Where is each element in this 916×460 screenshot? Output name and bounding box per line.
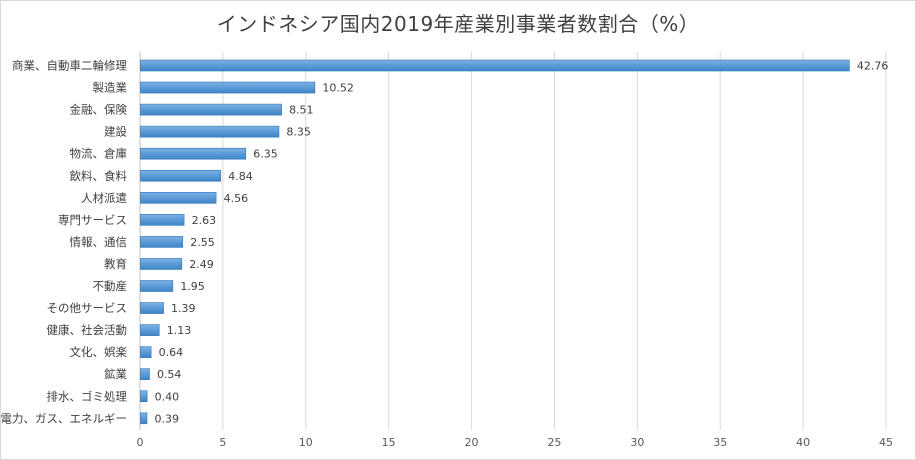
category-label: 飲料、食料	[70, 169, 128, 183]
bar	[140, 147, 247, 160]
data-label: 0.40	[155, 390, 180, 403]
bar	[140, 390, 148, 403]
bars	[140, 59, 850, 425]
category-label: その他サービス	[47, 301, 128, 315]
x-tick-label: 0	[137, 436, 144, 449]
data-label: 0.39	[154, 412, 179, 425]
category-label: 健康、社会活動	[47, 323, 128, 337]
x-tick-label: 45	[879, 436, 893, 449]
data-label: 6.35	[253, 148, 278, 161]
bar	[140, 280, 174, 292]
data-label: 8.35	[286, 126, 311, 139]
bar	[140, 125, 280, 138]
bar	[140, 258, 183, 270]
category-label: 建設	[104, 125, 127, 139]
bar	[140, 236, 184, 248]
x-tick-label: 30	[630, 436, 644, 449]
category-label: 教育	[104, 257, 127, 271]
bar	[140, 214, 185, 226]
category-label: 電力、ガス、エネルギー	[1, 411, 128, 425]
data-label: 2.55	[190, 236, 215, 249]
x-axis-ticks: 0 5 10 15 20 25 30 35 40 45	[137, 436, 894, 449]
x-tick-label: 20	[465, 436, 479, 449]
bar	[140, 192, 217, 204]
category-label: 不動産	[93, 279, 128, 293]
category-labels: 商業、自動車二輪修理製造業金融、保険建設物流、倉庫飲料、食料人材派遣専門サービス…	[1, 59, 128, 426]
data-label: 2.49	[189, 258, 214, 271]
data-label: 4.84	[228, 170, 253, 183]
category-label: 専門サービス	[58, 213, 127, 227]
category-label: 物流、倉庫	[70, 147, 128, 161]
gridlines	[139, 52, 887, 430]
category-label: 鉱業	[104, 367, 127, 381]
bar	[140, 59, 850, 72]
category-label: 情報、通信	[70, 235, 128, 249]
bar	[140, 346, 152, 358]
chart-title: インドネシア国内2019年産業別事業者数割合（%）	[216, 12, 700, 36]
bar	[140, 169, 222, 182]
x-tick-label: 10	[299, 436, 313, 449]
data-label: 8.51	[289, 104, 314, 117]
data-label: 4.56	[224, 192, 249, 205]
bar	[140, 302, 164, 314]
category-label: 人材派遣	[81, 191, 127, 205]
bar	[140, 368, 150, 381]
data-label: 1.95	[180, 280, 205, 293]
bar	[140, 412, 148, 425]
x-tick-label: 5	[219, 436, 226, 449]
bar	[140, 324, 160, 336]
data-labels: 42.76 10.52 8.51 8.35 6.354.84 4.56 2.63 2.55 2.…	[154, 60, 888, 426]
data-label: 1.39	[171, 302, 196, 315]
bar	[140, 81, 316, 94]
category-label: 商業、自動車二輪修理	[12, 59, 127, 73]
x-tick-label: 25	[547, 436, 561, 449]
x-tick-label: 40	[796, 436, 810, 449]
x-tick-label: 35	[713, 436, 727, 449]
category-label: 文化、娯楽	[70, 345, 128, 359]
x-tick-label: 15	[382, 436, 396, 449]
category-label: 排水、ゴミ処理	[47, 389, 128, 403]
bar	[140, 103, 282, 116]
data-label: 2.63	[192, 214, 217, 227]
data-label: 0.54	[157, 368, 182, 381]
category-label: 金融、保険	[70, 103, 128, 117]
data-label: 1.13	[167, 324, 192, 337]
category-label: 製造業	[93, 81, 128, 95]
data-label: 10.52	[322, 82, 354, 95]
data-label: 0.64	[159, 346, 184, 359]
data-label: 42.76	[857, 60, 889, 73]
